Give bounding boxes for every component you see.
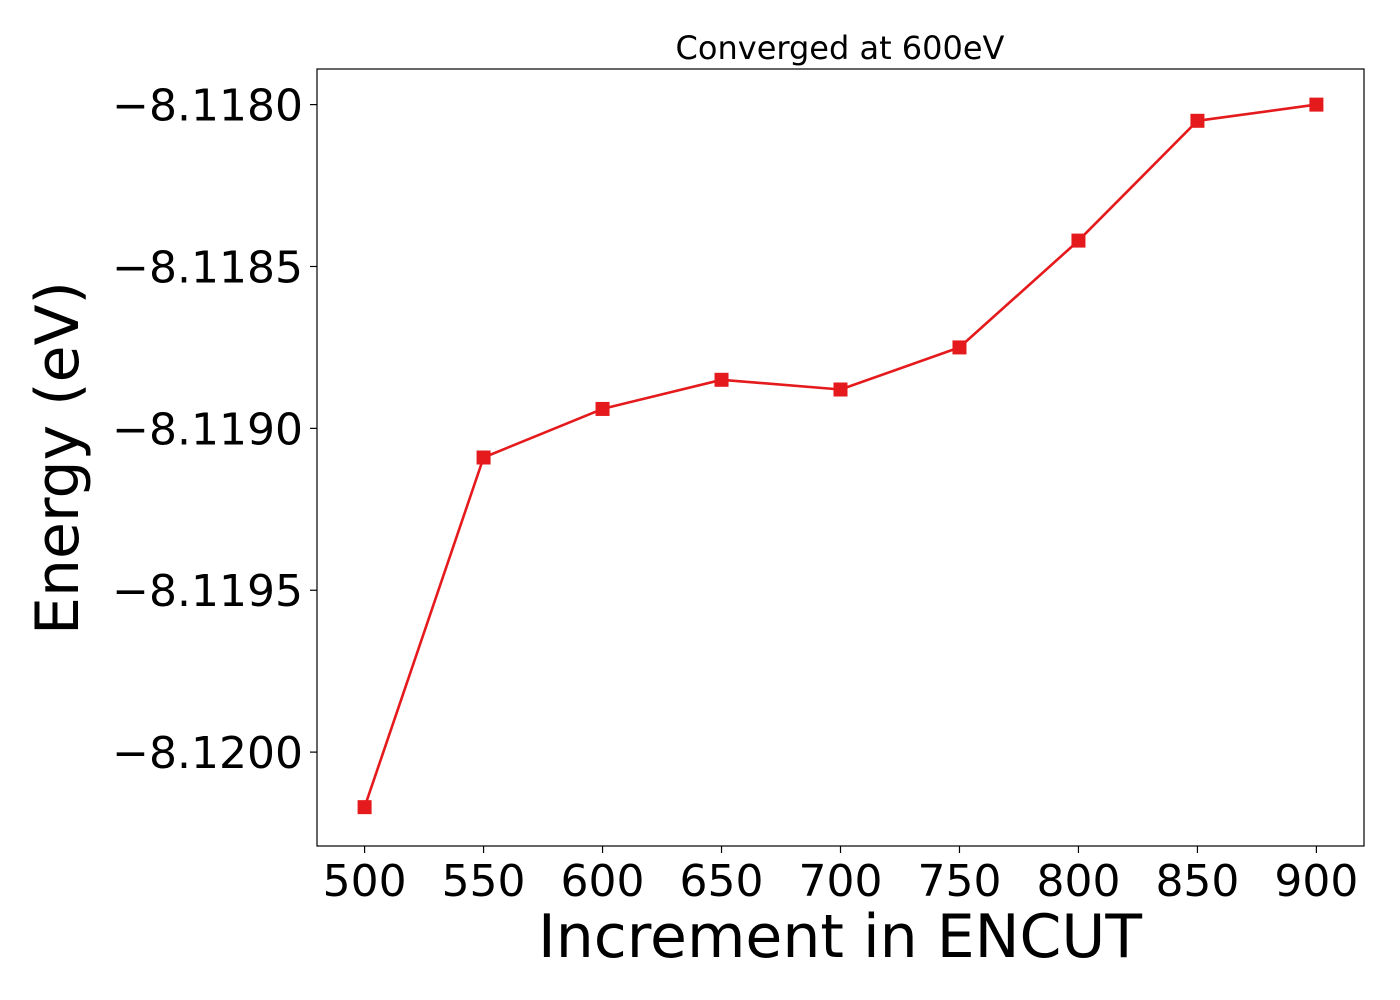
data-point-marker	[1190, 113, 1205, 128]
chart-title: Converged at 600eV	[676, 29, 1005, 67]
x-tick-label: 700	[799, 856, 883, 907]
data-point-marker	[595, 401, 610, 416]
data-point-marker	[833, 382, 848, 397]
data-point-marker	[714, 372, 729, 387]
x-tick-label: 500	[323, 856, 407, 907]
data-point-marker	[1309, 97, 1324, 112]
y-axis-label: Energy (eV)	[23, 281, 93, 635]
y-tick-label: −8.1185	[112, 242, 303, 293]
y-tick-label: −8.1195	[112, 566, 303, 617]
plot-frame	[316, 68, 1365, 847]
x-tick-label: 850	[1155, 856, 1239, 907]
x-tick-label: 800	[1036, 856, 1120, 907]
data-point-marker	[357, 800, 372, 815]
data-point-marker	[1071, 233, 1086, 248]
data-point-marker	[476, 450, 491, 465]
y-tick-label: −8.1190	[112, 404, 303, 455]
x-tick-label: 650	[680, 856, 764, 907]
data-point-marker	[952, 340, 967, 355]
y-tick-label: −8.1180	[112, 81, 303, 132]
x-tick-label: 550	[442, 856, 526, 907]
x-tick-label: 750	[917, 856, 1001, 907]
x-axis-label: Increment in ENCUT	[538, 902, 1142, 972]
y-tick-label: −8.1200	[112, 728, 303, 779]
x-tick-label: 600	[561, 856, 645, 907]
plot-area: 500 550 600 650 700 750 800 850 900 −8.1180 −8.118…	[112, 68, 1365, 907]
x-tick-label: 900	[1274, 856, 1358, 907]
series-line	[363, 103, 1317, 808]
